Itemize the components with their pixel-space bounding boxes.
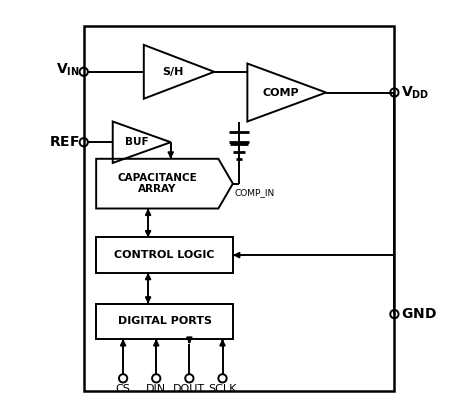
Text: COMP_IN: COMP_IN [235,188,275,197]
Text: CONTROL LOGIC: CONTROL LOGIC [114,250,215,260]
Text: $\mathbf{V}_{\mathbf{DD}}$: $\mathbf{V}_{\mathbf{DD}}$ [401,84,429,101]
Text: S/H: S/H [163,67,184,77]
Text: CAPACITANCE
ARRAY: CAPACITANCE ARRAY [118,173,197,194]
Text: DOUT: DOUT [173,384,205,394]
Bar [96,238,233,273]
Text: COMP: COMP [262,88,299,98]
Text: CS: CS [116,384,130,394]
Text: $\mathbf{REF}$: $\mathbf{REF}$ [49,135,80,149]
Text: DIGITAL PORTS: DIGITAL PORTS [118,317,211,327]
Text: $\mathbf{V}_{\mathbf{IN}}$: $\mathbf{V}_{\mathbf{IN}}$ [56,62,80,78]
Bar [96,304,233,339]
Text: $\mathbf{GND}$: $\mathbf{GND}$ [401,307,437,321]
Text: DIN: DIN [146,384,166,394]
Bar [84,26,394,391]
Text: BUF: BUF [125,137,149,147]
Text: SCLK: SCLK [208,384,237,394]
